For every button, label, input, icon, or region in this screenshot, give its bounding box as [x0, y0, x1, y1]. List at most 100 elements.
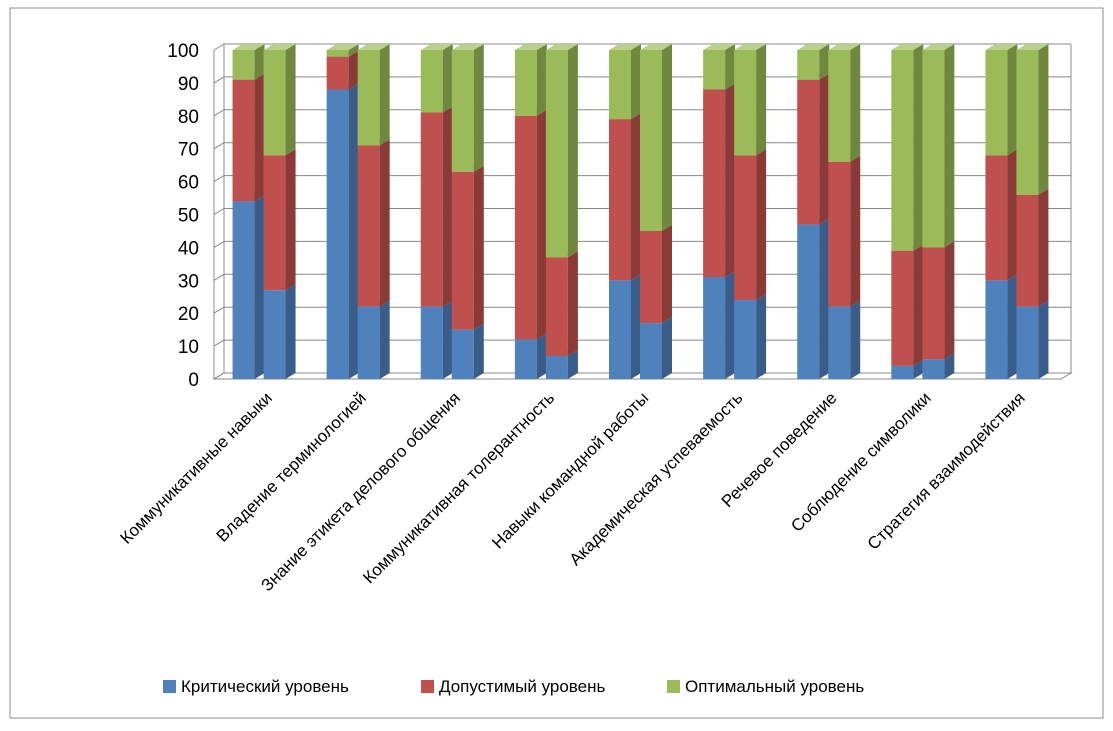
- bar-top: [797, 44, 830, 50]
- bar-side: [348, 50, 359, 90]
- bar-segment: [985, 44, 1018, 156]
- bar-front: [734, 155, 757, 301]
- bar-front: [609, 50, 631, 120]
- bar-side: [1007, 149, 1018, 281]
- bar-top: [1016, 44, 1049, 50]
- gridline-diagonal: [213, 109, 225, 117]
- legend-label: Критический уровень: [181, 677, 349, 696]
- bar-front: [609, 280, 631, 379]
- axes: [212, 44, 1073, 380]
- gridline-diagonal: [213, 306, 225, 314]
- legend-swatch: [163, 680, 176, 693]
- bar-segment: [703, 271, 736, 379]
- bar-segment: [420, 300, 453, 379]
- bar-top: [891, 44, 924, 50]
- bar-segment: [985, 149, 1018, 281]
- bar-side: [850, 300, 861, 379]
- bar-segment: [263, 44, 296, 156]
- bar-segment: [891, 44, 924, 251]
- bar-segment: [985, 274, 1018, 379]
- bar-front: [797, 224, 820, 379]
- bar-segment: [357, 300, 390, 379]
- bar-front: [420, 306, 443, 379]
- bar-top: [828, 44, 861, 50]
- bar-segment: [609, 44, 641, 120]
- bar-segment: [420, 44, 453, 113]
- bar-front: [891, 250, 914, 366]
- bar-front: [420, 50, 443, 113]
- bar-side: [631, 44, 641, 120]
- bar-side: [1007, 44, 1018, 156]
- gridline-diagonal: [213, 208, 225, 215]
- bar-side: [850, 155, 861, 307]
- bar-front: [1016, 194, 1039, 307]
- bar-top: [640, 44, 672, 50]
- bar-segment: [232, 195, 265, 379]
- bar-side: [348, 44, 359, 57]
- bar-front: [514, 50, 537, 116]
- bar-segment: [609, 274, 641, 379]
- bar-side: [944, 44, 955, 248]
- bar-side: [536, 333, 547, 379]
- bar-side: [631, 113, 641, 281]
- y-tick-label: 60: [178, 173, 199, 194]
- bar-front: [703, 50, 726, 90]
- bar-segment: [263, 284, 296, 379]
- bar-segment: [545, 251, 578, 356]
- bar-front: [922, 50, 945, 248]
- gridline-diagonal: [213, 76, 225, 84]
- bar-segment: [797, 218, 830, 379]
- legend-label: Допустимый уровень: [439, 677, 605, 696]
- bar-side: [725, 271, 736, 379]
- bar-segment: [734, 149, 767, 301]
- bar-side: [819, 218, 830, 379]
- bar-side: [913, 44, 924, 251]
- bar-segment: [797, 44, 830, 80]
- bar-front: [891, 50, 914, 251]
- bar-top: [232, 44, 265, 50]
- bar-front: [357, 145, 380, 307]
- bar-side: [631, 274, 641, 379]
- bar-side: [442, 106, 453, 307]
- bar-front: [985, 50, 1008, 156]
- bar-front: [703, 277, 726, 379]
- bar-side: [1038, 188, 1049, 307]
- bar-front: [545, 355, 568, 379]
- bar-segment: [514, 44, 547, 116]
- bar-front: [828, 306, 851, 379]
- bar-segment: [640, 317, 672, 379]
- legend-swatch: [421, 680, 434, 693]
- bar-top: [451, 44, 484, 50]
- bar-front: [828, 161, 851, 307]
- bar-front: [263, 50, 286, 156]
- bar-front: [985, 280, 1008, 379]
- bar-segment: [357, 139, 390, 307]
- bar-segment: [922, 241, 955, 360]
- bar-side: [254, 73, 265, 202]
- bar-front: [545, 50, 568, 258]
- y-tick-label: 10: [178, 337, 199, 358]
- bar-front: [922, 359, 945, 379]
- bar-top: [734, 44, 767, 50]
- bar-front: [514, 115, 537, 340]
- bar-front: [232, 50, 255, 80]
- bar-front: [985, 155, 1008, 281]
- bar-segment: [357, 44, 390, 146]
- bar-side: [567, 349, 578, 379]
- bar-front: [545, 257, 568, 356]
- bar-front: [734, 50, 757, 156]
- bar-segment: [514, 109, 547, 340]
- bar-segment: [1016, 188, 1049, 307]
- bar-top: [545, 44, 578, 50]
- bar-side: [662, 317, 672, 379]
- bar-side: [725, 44, 736, 90]
- bar-side: [850, 44, 861, 162]
- bar-side: [285, 44, 296, 156]
- bar-front: [640, 50, 662, 231]
- bar-segment: [828, 300, 861, 379]
- bar-top: [985, 44, 1018, 50]
- bar-side: [254, 44, 265, 80]
- bar-side: [348, 83, 359, 379]
